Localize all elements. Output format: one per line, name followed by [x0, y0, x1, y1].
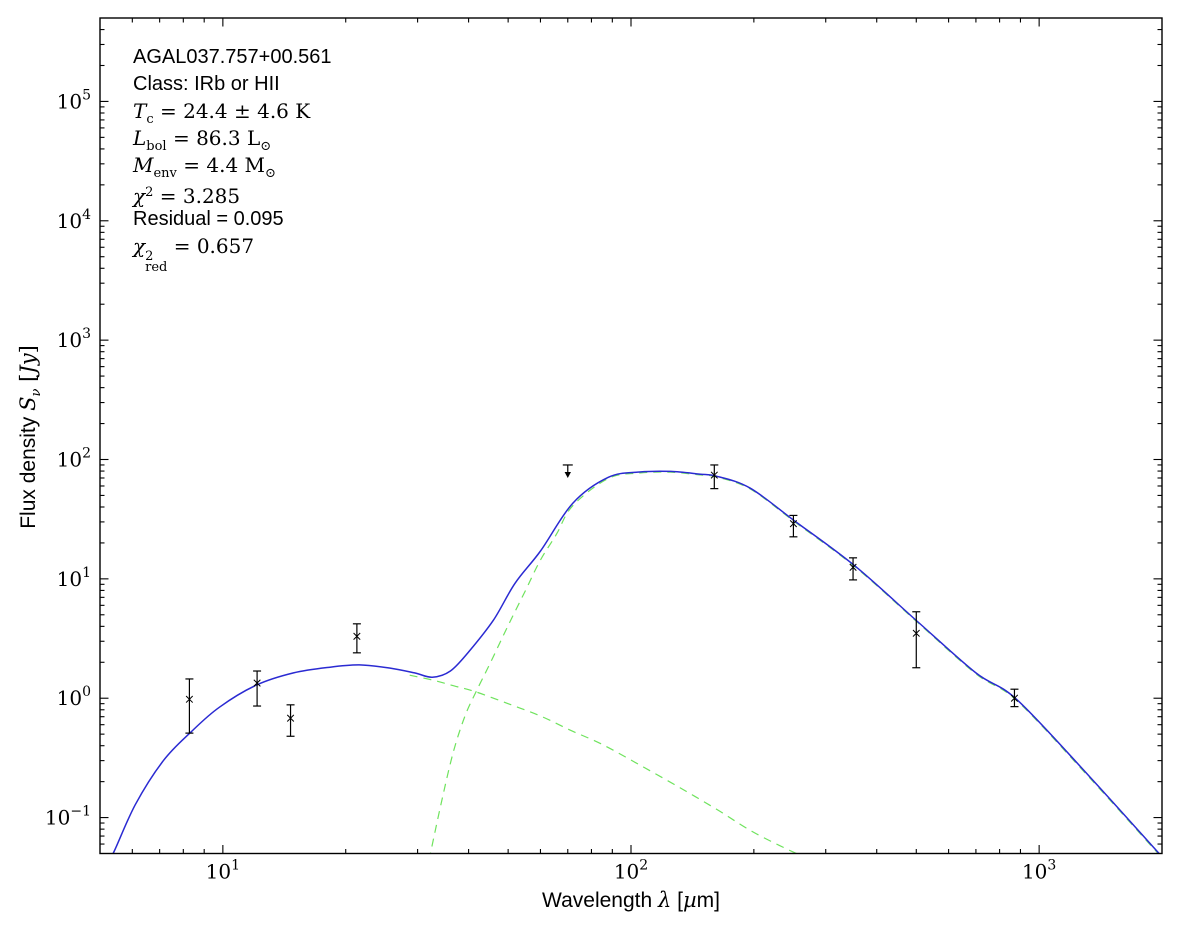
x-marker — [789, 520, 798, 528]
axis-ticks — [100, 18, 1162, 854]
data-point — [912, 611, 921, 669]
tick-label: 102 — [614, 858, 648, 884]
tick-label: 105 — [57, 87, 91, 113]
x-marker — [912, 629, 920, 637]
x-marker — [353, 632, 361, 640]
data-point — [253, 670, 262, 707]
annotation-line: χ2 = 3.285 — [133, 184, 241, 208]
fit-parameters-annotation: AGAL037.757+00.561 Class: IRb or HII Tc = … — [133, 44, 332, 275]
tick-label: 100 — [57, 684, 91, 710]
upper-limit-marker — [562, 464, 573, 478]
data-point — [789, 514, 798, 538]
annotation-line: Residual = 0.095 — [133, 208, 284, 230]
data-point — [1010, 688, 1019, 708]
annotation-line: Menv = 4.4 M⊙ — [133, 153, 276, 181]
x-marker — [185, 695, 194, 703]
annotation-line: AGAL037.757+00.561 — [133, 46, 332, 68]
data-point — [710, 464, 719, 490]
data-points — [185, 464, 1019, 737]
x-marker — [1010, 694, 1019, 702]
cold-component-curve — [429, 471, 1159, 854]
data-point — [185, 678, 194, 734]
down-arrow-icon — [564, 471, 571, 478]
tick-label: 101 — [206, 858, 240, 884]
y-axis-label: Flux density Sν [Jy] — [16, 345, 44, 529]
tick-label: 10−1 — [45, 804, 91, 830]
annotation-line: Class: IRb or HII — [133, 73, 280, 95]
warm-component-curve — [409, 674, 798, 854]
data-point — [849, 557, 858, 581]
data-point — [352, 623, 361, 654]
x-marker — [286, 714, 295, 722]
tick-label: 102 — [57, 445, 91, 471]
tick-label: 103 — [1022, 858, 1056, 884]
annotation-line: χ 2 red = 0.657 — [133, 234, 255, 275]
tick-label: 104 — [57, 207, 91, 233]
tick-label: 101 — [57, 565, 91, 591]
x-axis-label: Wavelength λ [µm] — [542, 888, 720, 912]
x-marker — [710, 471, 718, 479]
model-curves — [112, 470, 1161, 854]
annotation-line: Tc = 24.4 ± 4.6 K — [133, 99, 311, 127]
data-point — [286, 704, 295, 737]
x-marker — [253, 679, 261, 687]
x-marker — [849, 563, 857, 571]
annotation-line: Lbol = 86.3 L⊙ — [133, 126, 272, 154]
total-model-fit-curve — [112, 470, 1161, 854]
tick-label: 103 — [57, 326, 91, 352]
